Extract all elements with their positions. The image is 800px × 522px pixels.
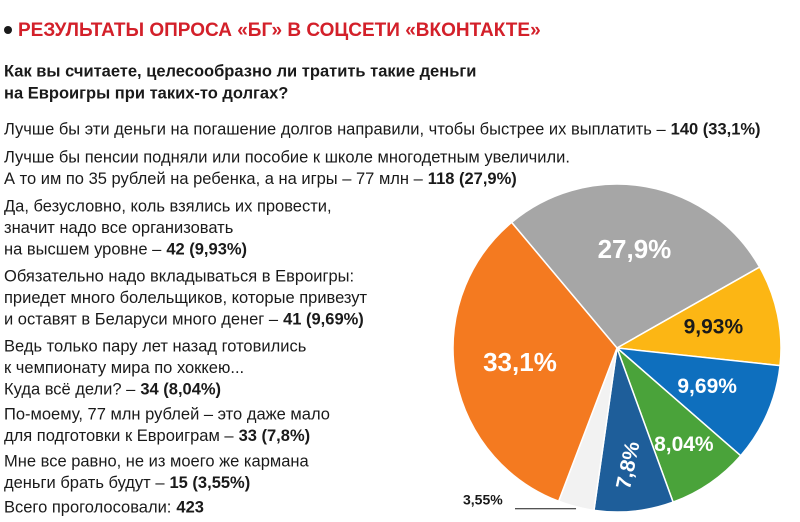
slice-label: 3,55% xyxy=(463,492,503,508)
question-line: Как вы считаете, целесообразно ли тратит… xyxy=(4,62,476,80)
answer-line: Да, безусловно, коль взялись их провести… xyxy=(4,197,332,215)
answer-line: Мне все равно, не из моего же кармана xyxy=(4,452,310,470)
slice-label: 9,93% xyxy=(684,316,744,339)
answer-result: 15 (3,55%) xyxy=(170,474,251,492)
slice-label: 8,04% xyxy=(654,433,714,456)
bullet xyxy=(4,26,12,34)
answer-line: на высшем уровне – xyxy=(4,240,162,258)
answer-line: Лучше бы пенсии подняли или пособие к шк… xyxy=(4,148,570,166)
answer-line: Обязательно надо вкладываться в Евроигры… xyxy=(4,267,354,285)
answer-result: 33 (7,8%) xyxy=(239,427,311,445)
total-value: 423 xyxy=(176,498,204,516)
pie-slice xyxy=(510,183,761,349)
answer-line: деньги брать будут – xyxy=(4,474,165,492)
answer-line: Куда всё дели? – xyxy=(4,380,136,398)
question-line: на Евроигры при таких-то долгах? xyxy=(4,84,288,102)
answer-line: Ведь только пару лет назад готовились xyxy=(4,337,306,355)
answer-result: 34 (8,04%) xyxy=(140,380,221,398)
pie-slice xyxy=(452,221,618,503)
answer-line: Лучше бы эти деньги на погашение долгов … xyxy=(4,120,666,138)
answer-line: к чемпионату мира по хоккею... xyxy=(4,359,244,377)
answer-result: 42 (9,93%) xyxy=(166,240,247,258)
total-label: Всего проголосовали: xyxy=(4,498,171,516)
answer-result: 41 (9,69%) xyxy=(283,310,364,328)
answer-line: и оставят в Беларуси много денег – xyxy=(4,310,279,328)
slice-label: 9,69% xyxy=(677,375,737,398)
answer-line: значит надо все организовать xyxy=(4,219,233,237)
pie-chart: 27,9%9,93%9,69%8,04%7,8%3,55%33,1% xyxy=(452,183,782,513)
answer-result: 118 (27,9%) xyxy=(428,170,517,188)
answer-line: приедет много болельщиков, которые приве… xyxy=(4,289,368,307)
answer-line: для подготовки к Евроиграм – xyxy=(4,427,234,445)
title: РЕЗУЛЬТАТЫ ОПРОСА «БГ» В СОЦСЕТИ «ВКОНТА… xyxy=(18,20,541,41)
answer-line: А то им по 35 рублей на ребенка, а на иг… xyxy=(4,170,424,188)
answer-result: 140 (33,1%) xyxy=(671,120,761,138)
pie-slice xyxy=(614,346,781,457)
slice-label: 27,9% xyxy=(598,234,672,264)
slice-label: 33,1% xyxy=(483,347,557,377)
answers: Как вы считаете, целесообразно ли тратит… xyxy=(4,62,761,516)
answer-line: По-моему, 77 млн рублей – это даже мало xyxy=(4,405,330,423)
pie-slice xyxy=(614,266,782,367)
